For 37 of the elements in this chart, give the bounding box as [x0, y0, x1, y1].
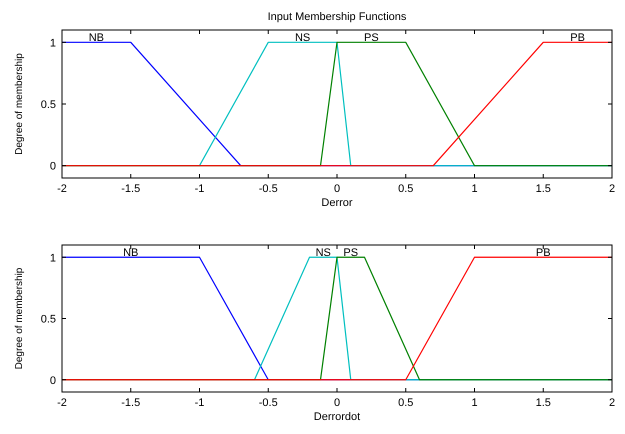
x-tick-label: -1: [194, 183, 204, 195]
y-tick-label: 0: [50, 160, 56, 173]
x-tick-label: 2: [608, 183, 616, 195]
x-tick-label: 1.5: [536, 397, 551, 409]
x-tick-label: -1.5: [121, 183, 140, 195]
x-tick-label: 0: [334, 397, 340, 409]
y-tick-label: 0: [50, 374, 56, 387]
series-label: NB: [88, 32, 104, 44]
x-tick-label: 0.5: [398, 397, 414, 409]
x-tick-label: 1: [471, 183, 478, 195]
series-label: PB: [570, 32, 585, 44]
chart-title: Input Membership Functions: [268, 11, 407, 23]
y-tick-label: 0.5: [40, 99, 56, 111]
x-tick-label: 0.5: [398, 183, 414, 195]
series-label: NS: [294, 32, 310, 44]
series-label: PB: [536, 247, 551, 259]
y-axis-title: Degree of membership: [14, 52, 25, 155]
x-tick-label: -0.5: [258, 397, 278, 409]
x-tick-label: 0: [334, 183, 340, 195]
y-tick-label: 1: [50, 37, 56, 50]
y-axis-title: Degree of membership: [14, 267, 25, 370]
series-label: NS: [316, 247, 331, 259]
x-tick-label: -1.5: [121, 397, 140, 409]
series-label: PS: [364, 32, 379, 44]
x-tick-label: 1: [471, 397, 478, 409]
y-tick-label: 0.5: [40, 314, 56, 326]
x-tick-label: -2: [57, 183, 67, 195]
x-tick-label: -0.5: [258, 183, 278, 195]
x-tick-label: 1.5: [536, 183, 551, 195]
series-label: NB: [123, 247, 138, 259]
x-tick-label: 2: [608, 397, 616, 409]
series-label: PS: [343, 247, 358, 259]
x-tick-label: -1: [194, 397, 204, 409]
x-axis-title: Derror: [321, 197, 353, 209]
y-tick-label: 1: [50, 252, 56, 264]
x-tick-label: -2: [57, 397, 67, 409]
x-axis-title: Derrordot: [314, 411, 360, 423]
